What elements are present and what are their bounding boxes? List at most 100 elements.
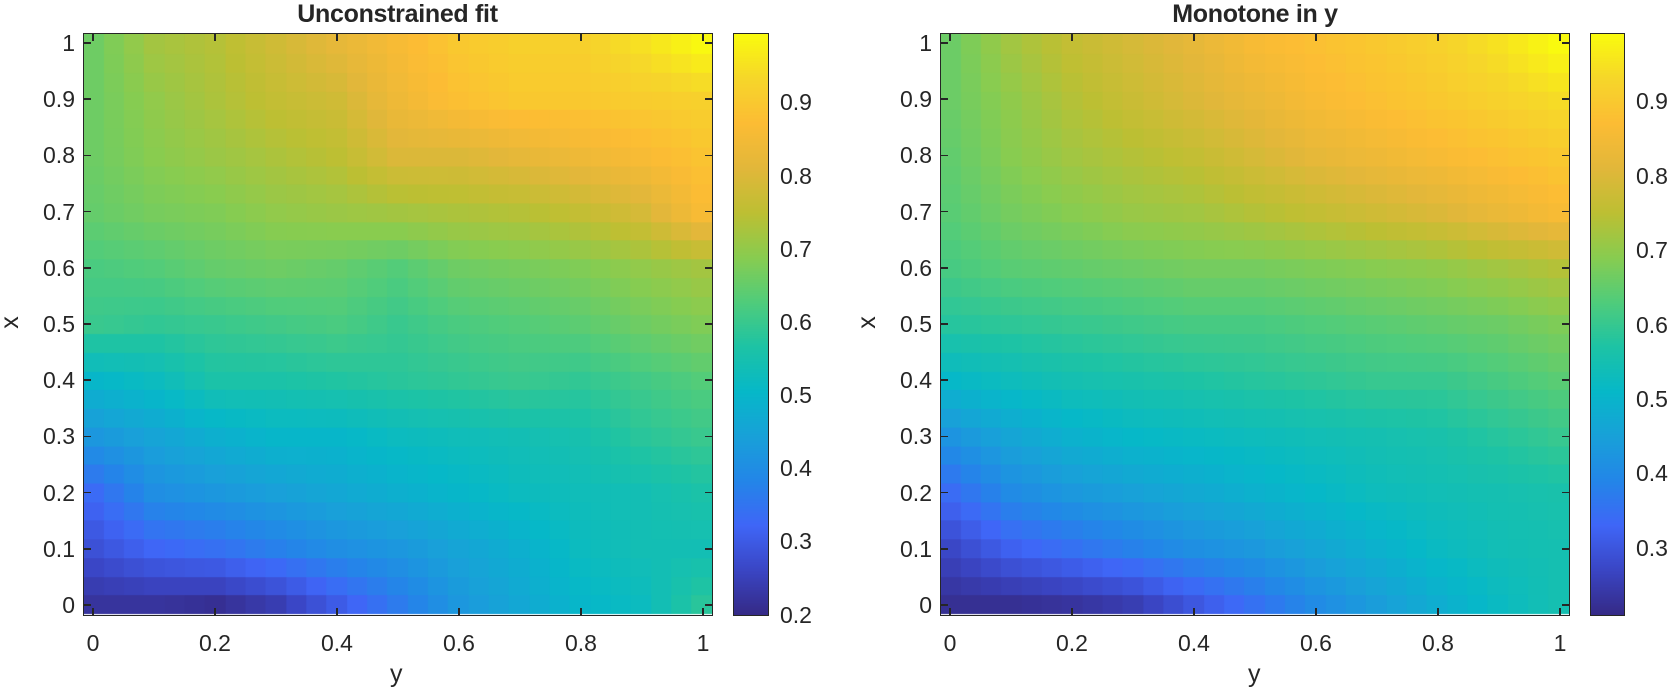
x-tick-label: 0 [86,630,100,656]
y-tick-label: 1 [62,30,75,56]
heatmap-axes [940,33,1570,616]
x-tick-mark-top [214,34,216,41]
x-tick-mark [949,608,951,615]
x-tick-label: 1 [1553,630,1567,656]
plot-title: Unconstrained fit [297,0,498,28]
x-tick-mark [702,608,704,615]
x-tick-mark-top [1437,34,1439,41]
x-axis-label: y [1248,660,1261,688]
x-tick-mark-top [1193,34,1195,41]
y-tick-mark [941,154,948,157]
y-tick-mark-right [705,267,712,269]
colorbar-tick-label: 0.5 [780,382,812,409]
x-tick-label: 0.8 [1422,630,1454,656]
y-tick-mark-right [705,604,712,606]
colorbar-tick-label: 0.2 [780,601,812,628]
heatmap-canvas [941,34,1569,615]
x-tick-mark-top [702,34,704,41]
y-tick-label: 0.7 [900,198,932,225]
y-tick-mark-right [705,435,712,438]
y-tick-label: 0.6 [43,254,75,281]
y-tick-mark-right [705,98,712,100]
y-tick-mark [941,379,948,381]
y-tick-mark-right [1562,604,1569,606]
y-tick-label: 0.5 [900,311,932,337]
x-tick-mark [1559,608,1561,615]
plot-title: Monotone in y [1172,0,1338,28]
y-tick-mark [941,604,948,606]
y-tick-mark-right [1562,98,1569,100]
x-tick-mark-top [580,34,582,41]
x-tick-mark-top [1559,34,1561,41]
x-tick-mark-top [949,34,951,41]
x-tick-label: 0.4 [321,630,353,656]
y-tick-mark [84,604,91,606]
x-tick-mark-top [1315,34,1317,41]
y-tick-mark [941,323,948,325]
colorbar-tick-label: 0.7 [780,235,812,262]
y-tick-label: 0.7 [43,198,75,225]
y-tick-mark-right [1562,42,1569,44]
colorbar-tick-label: 0.8 [780,162,812,189]
heatmap-axes [83,33,713,616]
y-tick-mark-right [705,42,712,44]
colorbar-tick-label: 0.9 [780,89,812,116]
colorbar-tick-label: 0.8 [1636,162,1668,189]
y-tick-mark [941,42,948,44]
x-axis-label: y [390,660,403,688]
y-tick-mark-right [1562,491,1569,494]
colorbar-tick-label: 0.3 [780,528,812,555]
y-tick-mark-right [705,323,712,325]
y-tick-mark [84,548,91,550]
y-tick-mark [941,548,948,550]
y-tick-label: 0 [919,592,932,618]
y-tick-mark [941,435,948,438]
x-tick-label: 0.6 [1300,630,1332,656]
y-tick-label: 1 [919,30,932,56]
colorbar-tick-label: 0.4 [1636,460,1668,487]
y-tick-mark [84,98,91,100]
y-tick-mark-right [1562,379,1569,381]
x-tick-label: 0.2 [1056,630,1088,656]
x-tick-mark [1437,608,1439,615]
y-tick-label: 0.2 [43,479,75,506]
y-tick-mark [84,323,91,325]
x-tick-mark [580,608,582,615]
colorbar-tick-label: 0.3 [1636,534,1668,561]
colorbar [733,33,769,616]
y-tick-mark [941,210,948,213]
y-tick-mark-right [705,548,712,550]
y-tick-mark [84,435,91,438]
y-tick-label: 0.3 [43,423,75,450]
y-tick-mark [84,267,91,269]
x-tick-mark-top [92,34,94,41]
y-tick-mark [84,210,91,213]
y-tick-label: 0.9 [43,86,75,113]
y-tick-mark [941,491,948,494]
colorbar-canvas [734,34,768,615]
x-tick-label: 0.4 [1178,630,1210,656]
x-tick-mark [92,608,94,615]
y-tick-label: 0.9 [900,86,932,113]
x-tick-mark [1193,608,1195,615]
colorbar-tick-label: 0.6 [1636,311,1668,338]
x-tick-label: 0.8 [565,630,597,656]
y-tick-mark-right [1562,323,1569,325]
x-tick-mark [214,608,216,615]
x-tick-mark [336,608,338,615]
y-tick-mark-right [1562,548,1569,550]
y-tick-mark [84,42,91,44]
colorbar-tick-label: 0.7 [1636,237,1668,264]
y-tick-mark-right [1562,210,1569,213]
colorbar-tick-label: 0.4 [780,455,812,482]
x-tick-mark [1071,608,1073,615]
y-tick-mark-right [705,491,712,494]
y-tick-mark [941,267,948,269]
x-tick-mark-top [1071,34,1073,41]
x-tick-label: 0 [943,630,957,656]
colorbar-tick-label: 0.9 [1636,88,1668,115]
x-tick-mark-top [336,34,338,41]
y-tick-label: 0.6 [900,254,932,281]
panel-unconstrained-fit: Unconstrained fit x 00.20.40.60.8100.10.… [0,0,835,698]
